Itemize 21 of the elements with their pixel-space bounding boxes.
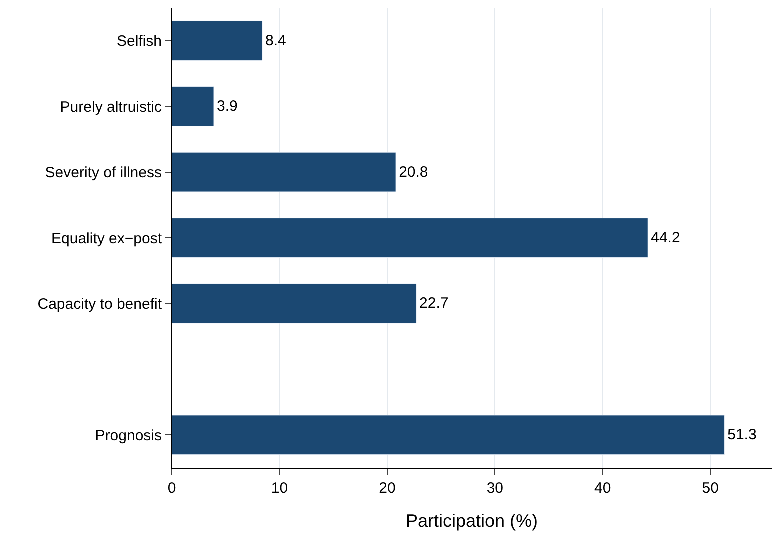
y-tick-label: Equality ex−post xyxy=(52,230,163,248)
data-label: 44.2 xyxy=(651,230,680,246)
x-axis-title: Participation (%) xyxy=(406,511,538,532)
data-label: 8.4 xyxy=(265,32,286,50)
x-tick-label: 10 xyxy=(271,480,288,497)
x-tick-label: 20 xyxy=(379,480,396,497)
data-label: 20.8 xyxy=(399,164,428,181)
y-tick-label: Selfish xyxy=(116,33,162,50)
x-tick-label: 0 xyxy=(168,480,176,497)
x-tick-label: 50 xyxy=(702,480,719,497)
data-label: 22.7 xyxy=(420,295,449,312)
bar xyxy=(172,86,214,127)
data-label: 3.9 xyxy=(217,98,238,116)
y-tick-label: Purely altruistic xyxy=(60,98,162,116)
bar xyxy=(172,20,263,61)
y-tick-label: Severity of illness xyxy=(45,164,162,182)
data-label: 51.3 xyxy=(728,426,757,444)
x-tick-label: 30 xyxy=(486,480,504,497)
y-tick-label: Capacity to benefit xyxy=(38,296,163,313)
x-tick-label: 40 xyxy=(594,480,612,497)
y-tick-label: Prognosis xyxy=(95,427,162,444)
